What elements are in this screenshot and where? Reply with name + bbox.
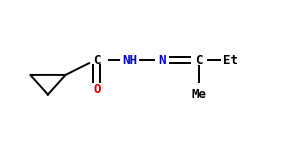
Text: Me: Me (191, 88, 206, 101)
Text: N: N (158, 54, 165, 67)
Text: C: C (195, 54, 203, 67)
Text: Et: Et (223, 54, 238, 67)
Text: O: O (93, 83, 101, 96)
Text: NH: NH (122, 54, 137, 67)
Text: C: C (93, 54, 101, 67)
